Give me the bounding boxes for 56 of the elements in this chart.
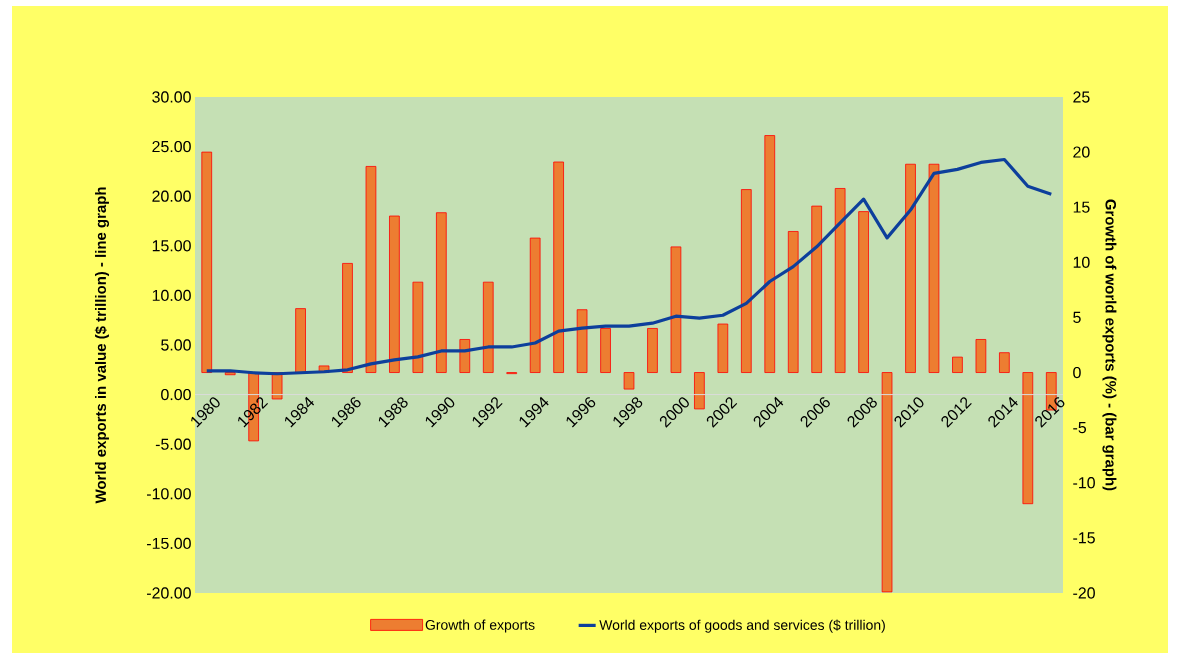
bar bbox=[975, 339, 987, 373]
bar bbox=[412, 281, 424, 373]
y-axis-title: World exports in value ($ trillion) - line graph bbox=[94, 187, 110, 504]
bar bbox=[529, 237, 541, 373]
bar bbox=[881, 372, 893, 593]
y-tick-label: 10.00 bbox=[152, 289, 191, 302]
bar bbox=[740, 189, 752, 373]
legend-label: Growth of exports bbox=[425, 619, 535, 633]
y-tick-label: 5.00 bbox=[161, 339, 191, 351]
y-tick-label: -5.00 bbox=[155, 438, 191, 450]
y-tick-label: 25.00 bbox=[152, 140, 191, 153]
y2-tick-label: -15 bbox=[1073, 532, 1095, 544]
bar bbox=[764, 135, 776, 373]
bar bbox=[342, 263, 353, 373]
bar bbox=[224, 372, 236, 376]
y-tick-label: 20.00 bbox=[152, 190, 191, 202]
y-tick-label: 30.00 bbox=[152, 91, 191, 103]
bar bbox=[811, 205, 823, 373]
bar bbox=[928, 163, 940, 373]
y-tick-label: 0.00 bbox=[161, 388, 191, 401]
bar bbox=[576, 309, 588, 373]
y2-tick-label: 20 bbox=[1073, 146, 1090, 158]
y2-tick-label: -20 bbox=[1073, 587, 1095, 599]
bar bbox=[600, 328, 611, 373]
bar bbox=[787, 231, 799, 373]
y-tick-label: -15.00 bbox=[146, 537, 191, 550]
y2-tick-label: 10 bbox=[1073, 256, 1090, 268]
bar bbox=[999, 352, 1010, 373]
y2-tick-label: -10 bbox=[1073, 477, 1095, 489]
legend-label: World exports of goods and services ($ trillion) bbox=[599, 619, 885, 633]
y2-tick-label: 5 bbox=[1073, 311, 1081, 323]
y2-tick-label: 15 bbox=[1073, 201, 1090, 213]
y-tick-label: -10.00 bbox=[146, 488, 191, 500]
bar bbox=[553, 161, 564, 373]
y2-tick-label: 25 bbox=[1073, 91, 1090, 103]
bar bbox=[389, 215, 400, 373]
y-tick-label: -20.00 bbox=[146, 587, 191, 599]
bar bbox=[365, 166, 377, 373]
bar bbox=[647, 328, 658, 373]
bar bbox=[295, 308, 306, 373]
bar bbox=[482, 281, 494, 373]
y-tick-label: 15.00 bbox=[152, 240, 191, 252]
bar bbox=[201, 151, 213, 373]
y2-tick-label: -5 bbox=[1073, 422, 1087, 434]
bar bbox=[834, 188, 846, 373]
y2-axis-title: Growth of world exports (%) - (bar graph) bbox=[1102, 199, 1117, 491]
bar bbox=[436, 212, 447, 373]
bar bbox=[623, 372, 635, 390]
bar bbox=[905, 163, 916, 373]
bar bbox=[670, 246, 682, 373]
bar bbox=[858, 211, 869, 373]
bar bbox=[694, 372, 705, 410]
bar bbox=[952, 356, 963, 373]
bar bbox=[1022, 372, 1034, 505]
bar bbox=[717, 323, 729, 373]
y2-tick-label: 0 bbox=[1073, 366, 1081, 379]
